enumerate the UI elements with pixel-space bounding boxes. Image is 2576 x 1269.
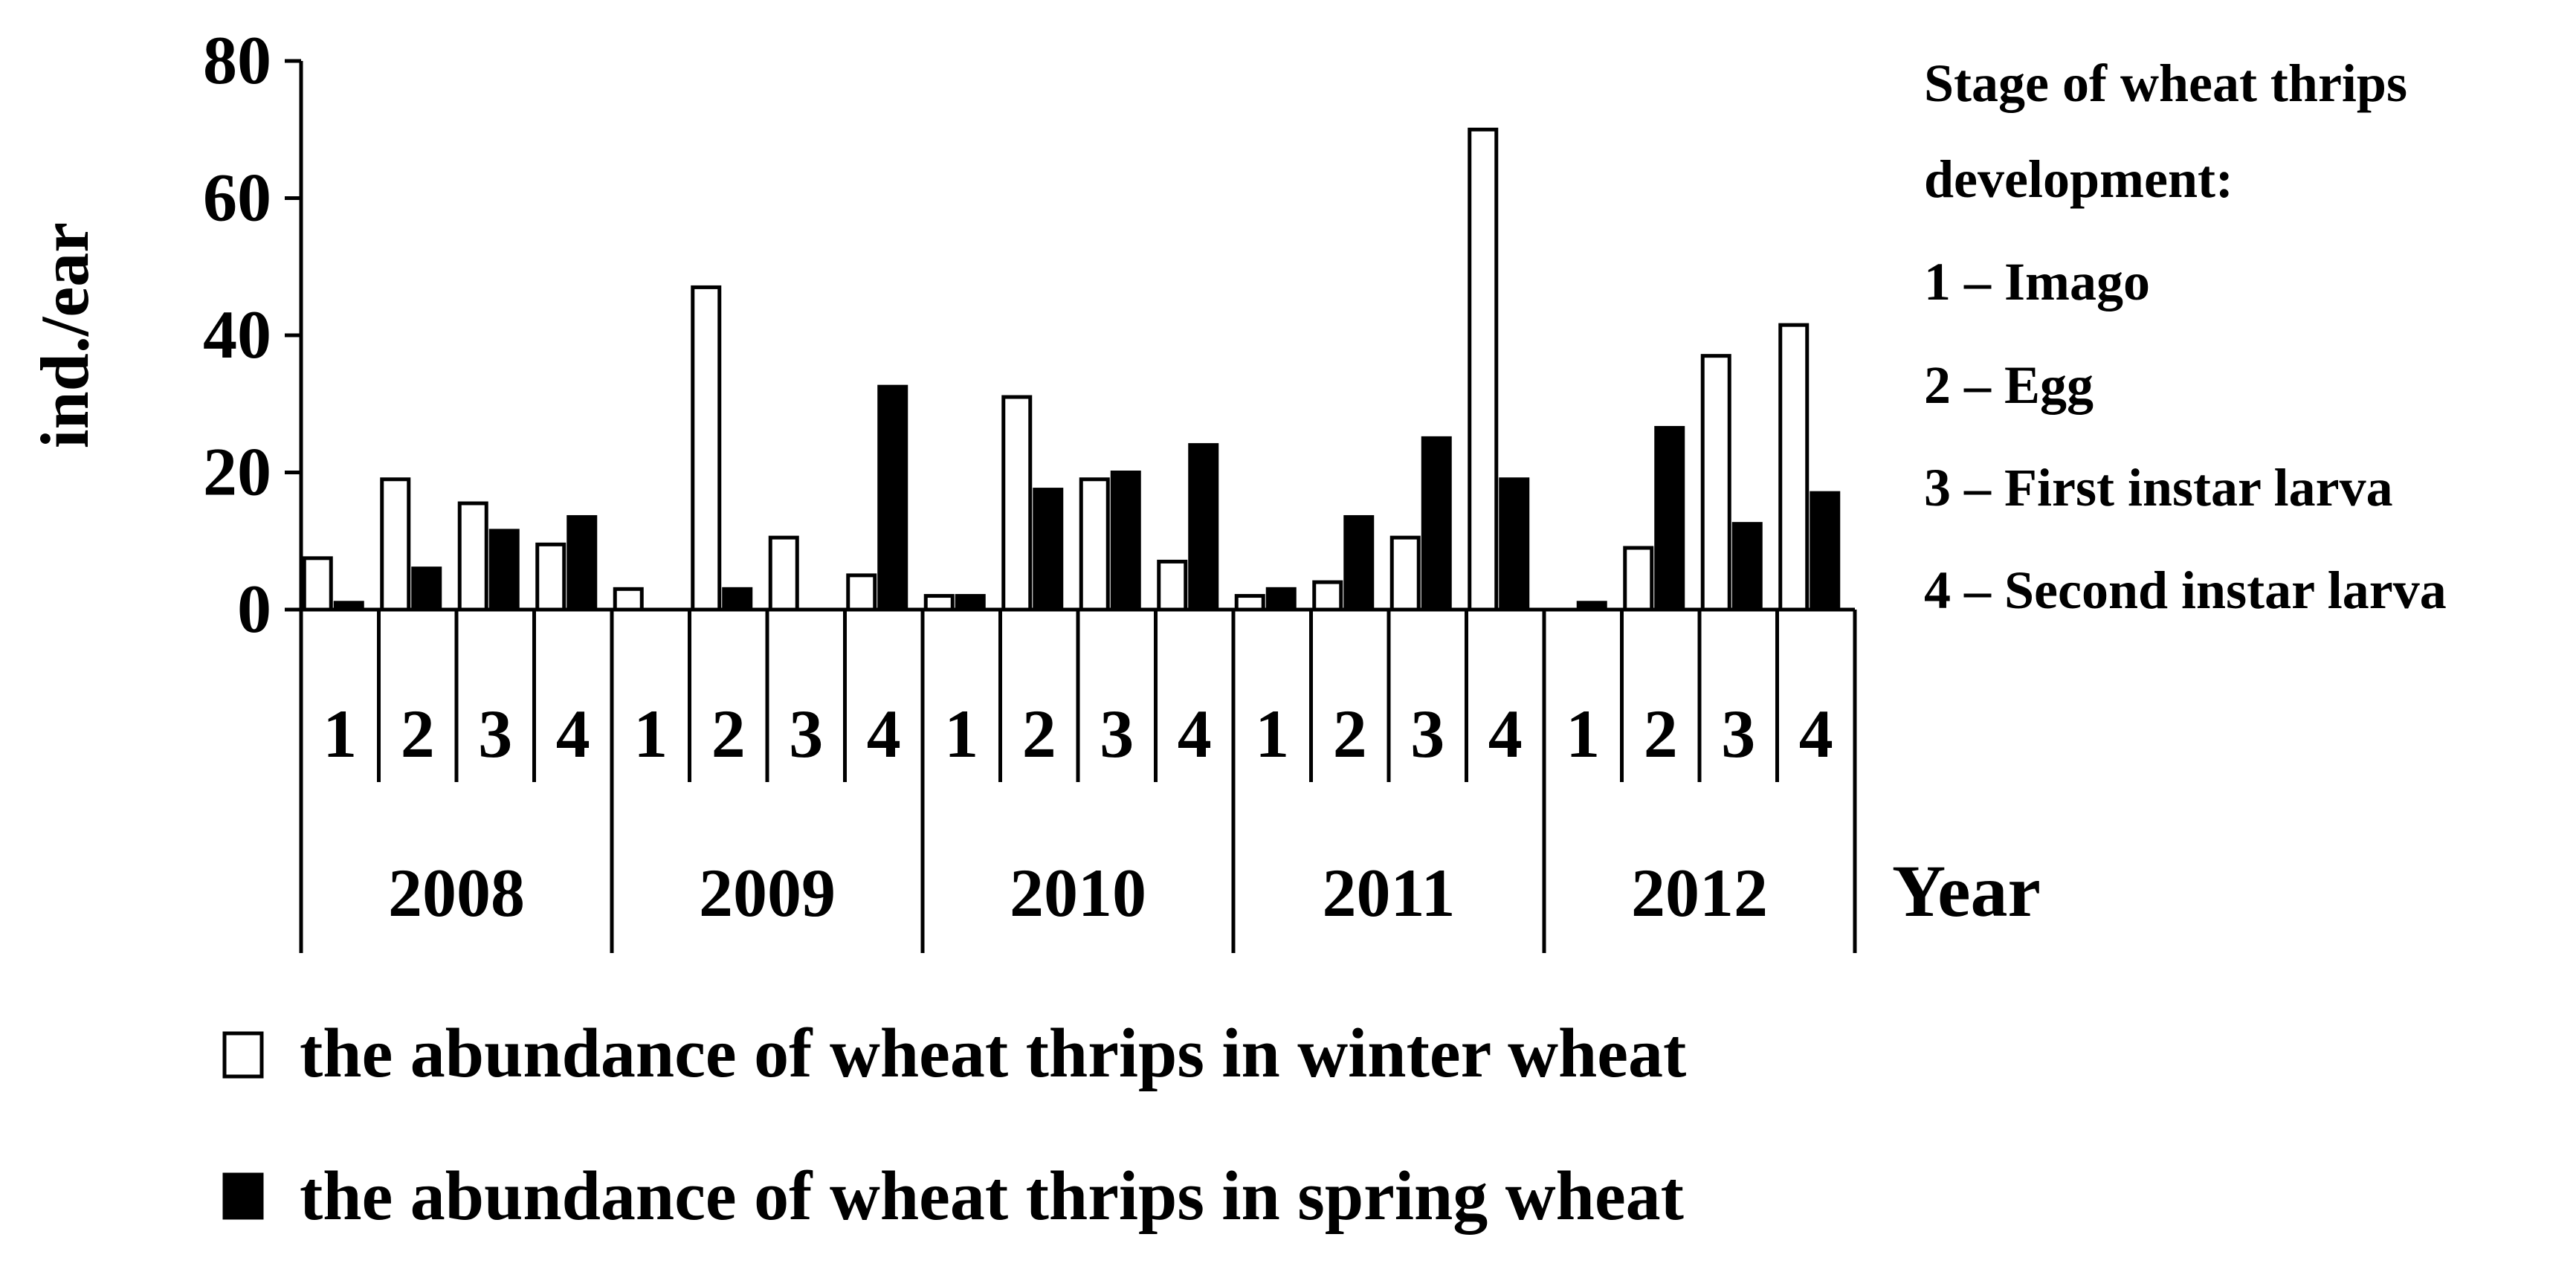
legend-label-winter: the abundance of wheat thrips in winter … bbox=[300, 1015, 1686, 1092]
stage-tick-label: 4 bbox=[1488, 696, 1523, 772]
stage-tick-label: 1 bbox=[1566, 696, 1600, 772]
bar-winter-wheat bbox=[380, 477, 411, 612]
y-axis-label: ind./ear bbox=[27, 222, 103, 448]
year-label-group: 2008 2009 2010 2011 2012 bbox=[388, 855, 1768, 931]
bar-winter-wheat bbox=[1312, 580, 1343, 612]
legend-swatch-spring bbox=[222, 1172, 264, 1220]
bar-spring-wheat bbox=[1421, 436, 1452, 612]
bar-winter-wheat bbox=[1389, 535, 1421, 612]
stage-legend-item: 2 – Egg bbox=[1924, 355, 2094, 415]
bar-spring-wheat bbox=[877, 384, 908, 612]
y-tick-label: 80 bbox=[203, 22, 271, 98]
year-tick-label: 2012 bbox=[1631, 855, 1768, 931]
stage-legend-title-line1: Stage of wheat thrips bbox=[1924, 54, 2407, 113]
bar-winter-wheat bbox=[1778, 323, 1810, 612]
stage-tick-label: 4 bbox=[556, 696, 590, 772]
stage-legend-item: 4 – Second instar larva bbox=[1924, 561, 2447, 620]
legend-swatch-winter bbox=[222, 1031, 264, 1079]
y-tick-group: 0 20 40 60 80 bbox=[203, 22, 301, 647]
category-dividers bbox=[299, 610, 1857, 953]
stage-tick-label: 2 bbox=[711, 696, 746, 772]
stage-tick-label: 2 bbox=[401, 696, 435, 772]
stage-tick-label: 2 bbox=[1022, 696, 1056, 772]
bar-winter-wheat bbox=[846, 573, 877, 612]
bar-winter-wheat bbox=[1234, 594, 1265, 612]
bar-spring-wheat bbox=[1343, 514, 1375, 612]
y-tick-label: 20 bbox=[203, 434, 271, 510]
bar-winter-wheat bbox=[535, 542, 566, 612]
x-axis-label: Year bbox=[1892, 850, 2041, 932]
bar-winter-wheat bbox=[923, 594, 955, 612]
stage-tick-label: 3 bbox=[789, 696, 823, 772]
stage-legend-item: 3 – First instar larva bbox=[1924, 458, 2393, 517]
bar-spring-wheat bbox=[1576, 601, 1607, 612]
bar-winter-wheat bbox=[457, 501, 488, 612]
bar-group bbox=[302, 127, 1841, 612]
bar-spring-wheat bbox=[955, 594, 986, 612]
y-tick-label: 40 bbox=[203, 297, 271, 372]
y-tick-label: 0 bbox=[237, 571, 271, 647]
bar-spring-wheat bbox=[333, 601, 364, 612]
bar-spring-wheat bbox=[1731, 522, 1763, 612]
bar-winter-wheat bbox=[1623, 546, 1654, 612]
stage-tick-label: 1 bbox=[944, 696, 978, 772]
stage-tick-label: 4 bbox=[1799, 696, 1833, 772]
stage-tick-label: 1 bbox=[633, 696, 668, 772]
bar-winter-wheat bbox=[1468, 127, 1499, 612]
year-tick-label: 2009 bbox=[699, 855, 836, 931]
bar-winter-wheat bbox=[1079, 477, 1110, 612]
year-tick-label: 2010 bbox=[1010, 855, 1146, 931]
series-legend: the abundance of wheat thrips in winter … bbox=[222, 1015, 1686, 1235]
stage-legend-item: 1 – Imago bbox=[1924, 252, 2150, 311]
bar-spring-wheat bbox=[1110, 471, 1141, 612]
legend-label-spring: the abundance of wheat thrips in spring … bbox=[300, 1157, 1684, 1235]
stage-tick-label: 1 bbox=[1255, 696, 1289, 772]
bar-spring-wheat bbox=[411, 566, 442, 612]
year-tick-label: 2011 bbox=[1323, 855, 1456, 931]
bar-winter-wheat bbox=[302, 556, 333, 612]
year-tick-label: 2008 bbox=[388, 855, 525, 931]
bar-winter-wheat bbox=[1001, 395, 1033, 612]
stage-legend-title-line2: development: bbox=[1924, 149, 2233, 209]
bar-spring-wheat bbox=[1654, 426, 1685, 612]
bar-winter-wheat bbox=[1700, 354, 1731, 612]
stage-tick-label: 4 bbox=[1178, 696, 1212, 772]
bar-spring-wheat bbox=[488, 529, 520, 612]
stage-legend: Stage of wheat thrips development: 1 – I… bbox=[1924, 54, 2447, 620]
bar-winter-wheat bbox=[613, 587, 644, 612]
bar-spring-wheat bbox=[1033, 488, 1064, 612]
stage-tick-label: 2 bbox=[1333, 696, 1367, 772]
y-tick-label: 60 bbox=[203, 160, 271, 236]
bar-spring-wheat bbox=[566, 514, 598, 612]
bar-spring-wheat bbox=[1265, 587, 1297, 612]
bar-winter-wheat bbox=[768, 535, 799, 612]
bar-winter-wheat bbox=[1157, 559, 1188, 612]
bar-spring-wheat bbox=[1810, 491, 1841, 612]
stage-tick-label: 2 bbox=[1644, 696, 1678, 772]
stage-tick-label: 4 bbox=[867, 696, 901, 772]
stage-tick-label: 3 bbox=[1410, 696, 1444, 772]
stage-tick-label: 3 bbox=[1721, 696, 1755, 772]
stage-tick-label: 3 bbox=[478, 696, 512, 772]
bar-spring-wheat bbox=[1499, 477, 1530, 612]
bar-spring-wheat bbox=[722, 587, 753, 612]
stage-tick-label: 1 bbox=[323, 696, 357, 772]
stage-tick-label: 3 bbox=[1100, 696, 1134, 772]
bar-winter-wheat bbox=[691, 285, 722, 612]
bar-spring-wheat bbox=[1188, 443, 1219, 612]
